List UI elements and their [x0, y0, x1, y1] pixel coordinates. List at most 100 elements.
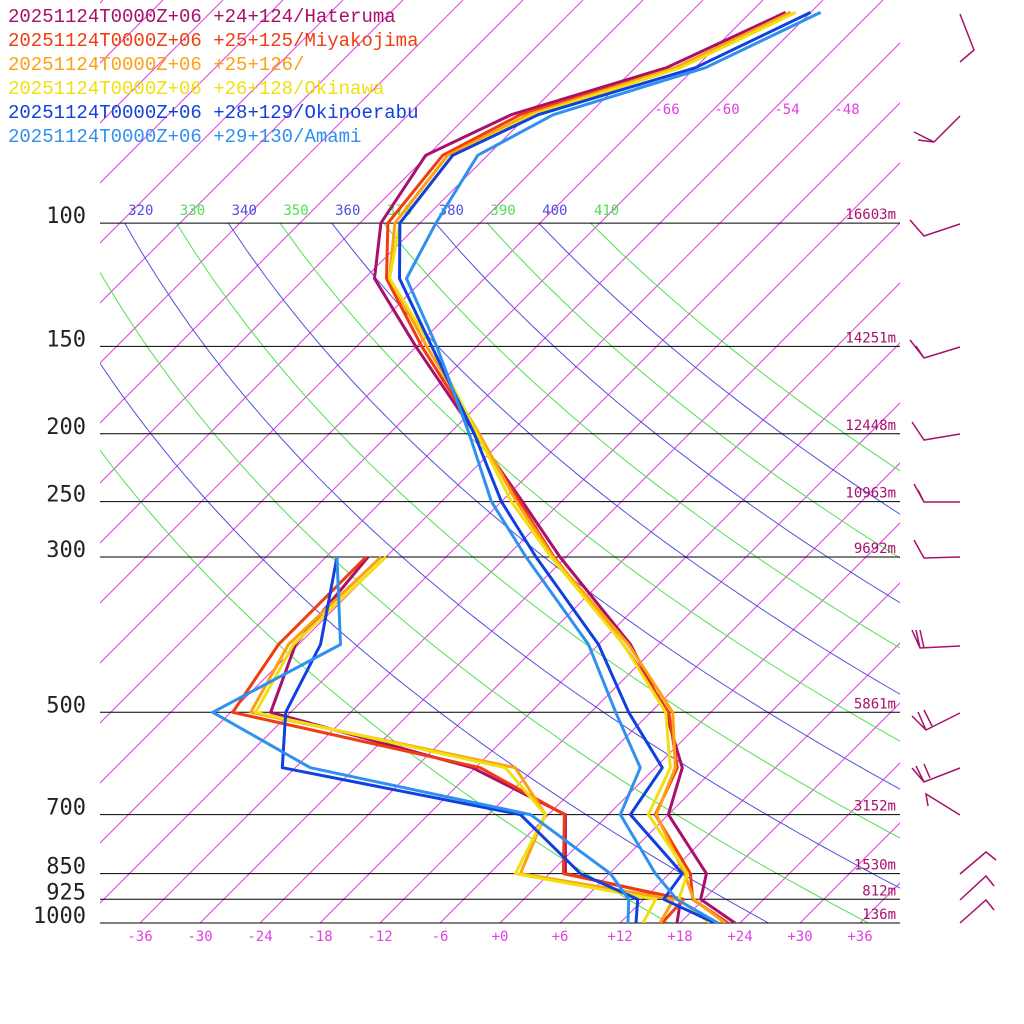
isotherm	[319, 342, 900, 923]
isotherm	[379, 402, 900, 923]
isentrope-label: 330	[180, 203, 205, 219]
isotherm	[100, 0, 644, 544]
legend: 20251124T0000Z+06 +24+124/Hateruma202511…	[8, 6, 418, 148]
legend-entry: 20251124T0000Z+06 +25+125/Miyakojima	[8, 30, 418, 52]
isobar-height: 16603m	[845, 207, 896, 223]
isentrope	[538, 222, 900, 515]
isotherm	[199, 222, 900, 923]
isobar-height: 14251m	[845, 330, 896, 346]
dewpoint-line	[211, 556, 631, 923]
temperature-line	[398, 11, 812, 923]
isotherm	[619, 642, 900, 923]
sounding-lines	[211, 11, 822, 923]
isobar-height: 812m	[862, 883, 896, 899]
isentrope	[383, 222, 900, 649]
isentrope-label: 350	[283, 203, 308, 219]
y-tick-label: 925	[46, 880, 86, 905]
x-tick-label: -6	[432, 929, 449, 945]
isotherm-label: -66	[654, 102, 679, 118]
x-tick-label: -12	[367, 929, 392, 945]
dewpoint-line	[231, 555, 686, 923]
isentrope-label: 320	[128, 203, 153, 219]
isobar-height: 1530m	[854, 858, 896, 874]
isotherm	[100, 0, 464, 364]
wind-barb	[911, 421, 961, 441]
isotherm	[679, 702, 900, 923]
isotherm	[100, 0, 764, 664]
isotherm	[799, 822, 900, 923]
x-tick-label: +36	[847, 929, 872, 945]
isotherm	[100, 0, 284, 184]
x-tick-label: -18	[307, 929, 332, 945]
x-tick-label: -24	[247, 929, 272, 945]
isobar-height: 3152m	[854, 799, 896, 815]
y-tick-label: 200	[46, 415, 86, 440]
legend-entry: 20251124T0000Z+06 +28+129/Okinoerabu	[8, 102, 418, 124]
x-tick-label: +18	[667, 929, 692, 945]
temperature-line	[388, 11, 792, 923]
y-tick-label: 250	[46, 483, 86, 508]
x-tick-label: +24	[727, 929, 752, 945]
isotherm-label: -48	[834, 102, 859, 118]
wind-barbs	[909, 13, 997, 924]
isotherm	[920, 0, 1024, 923]
isobar-height: 136m	[862, 907, 896, 923]
dewpoint-line	[280, 556, 640, 923]
x-tick-label: +6	[552, 929, 569, 945]
isobar-height: 10963m	[845, 486, 896, 502]
y-tick-label: 850	[46, 855, 86, 880]
wind-barb	[909, 339, 961, 359]
isotherm	[259, 282, 900, 923]
wind-barb	[959, 874, 995, 901]
legend-entry: 20251124T0000Z+06 +25+126/	[8, 54, 304, 76]
isentrope	[176, 222, 900, 839]
wind-barb	[913, 539, 961, 559]
x-tick-label: +0	[492, 929, 509, 945]
y-tick-label: 1000	[33, 904, 86, 929]
temperature-line	[385, 11, 792, 923]
isobar-height: 12448m	[845, 418, 896, 434]
isotherm	[859, 882, 900, 923]
dewpoint-line	[254, 555, 658, 923]
wind-barb	[959, 898, 995, 924]
isentrope	[331, 222, 900, 695]
x-tick-label: +12	[607, 929, 632, 945]
x-tick-label: -30	[187, 929, 212, 945]
y-tick-label: 300	[46, 538, 86, 563]
dewpoint-line	[269, 556, 683, 923]
isotherm-label: -60	[714, 102, 739, 118]
isentrope-label: 340	[232, 203, 257, 219]
y-tick-label: 500	[46, 693, 86, 718]
legend-entry: 20251124T0000Z+06 +26+128/Okinawa	[8, 78, 384, 100]
wind-barb	[959, 851, 997, 875]
isentrope-label: 390	[490, 203, 515, 219]
legend-entry: 20251124T0000Z+06 +24+124/Hateruma	[8, 6, 396, 28]
temperature-line	[405, 11, 822, 923]
wind-barb	[924, 792, 961, 816]
isotherm	[439, 462, 900, 923]
wind-barb	[911, 709, 961, 731]
x-tick-label: +30	[787, 929, 812, 945]
wind-barb	[909, 219, 961, 237]
wind-barb	[959, 13, 975, 63]
isotherm	[100, 0, 824, 724]
temperature-line	[373, 11, 787, 923]
isobar-height: 9692m	[854, 541, 896, 557]
isotherm	[100, 0, 404, 304]
isotherm	[100, 0, 524, 424]
isotherm	[100, 42, 900, 844]
x-tick-label: -36	[127, 929, 152, 945]
wind-barb	[911, 763, 961, 783]
isotherm	[559, 582, 900, 923]
wind-barb	[913, 483, 960, 503]
isentrope-label: 400	[542, 203, 567, 219]
isotherm	[499, 522, 900, 923]
isentrope	[590, 222, 900, 472]
wind-barb	[911, 629, 961, 649]
isotherm	[100, 102, 900, 904]
isentrope	[227, 222, 900, 790]
y-tick-label: 150	[46, 327, 86, 352]
isotherm	[100, 0, 344, 244]
